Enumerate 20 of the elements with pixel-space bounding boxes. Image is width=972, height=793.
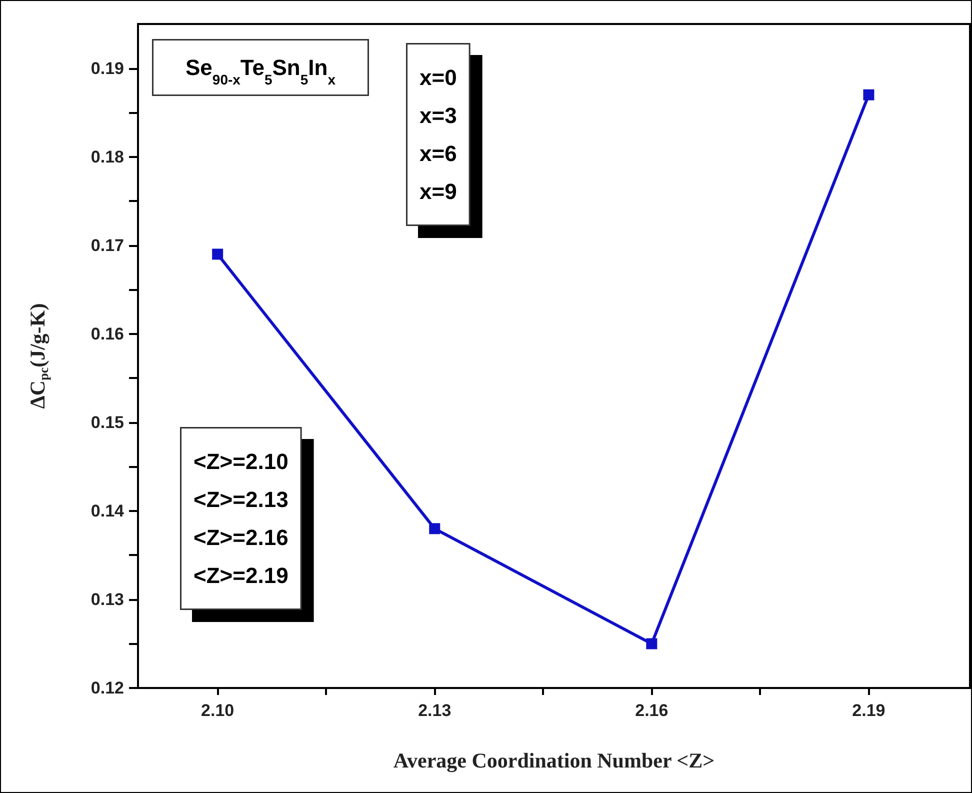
y-tick-label: 0.13 [90, 590, 124, 609]
x-tick-label: 2.13 [418, 701, 452, 720]
y-tick-label: 0.14 [90, 501, 125, 520]
x-tick-label: 2.16 [635, 701, 668, 720]
annotation: <Z>=2.10 <Z>=2.13 <Z>=2.16 <Z>=2.19 [194, 449, 288, 588]
x-axis-title: Average Coordination Number <Z> [393, 748, 715, 772]
point [646, 638, 658, 650]
y-tick-label: 0.17 [90, 236, 124, 255]
y-tick-label: 0.16 [90, 324, 124, 344]
point [429, 523, 440, 534]
y-tick-label: 0.19 [90, 58, 124, 78]
y-tick-label: 0.18 [90, 147, 124, 166]
point [212, 248, 224, 260]
point [863, 89, 874, 100]
y-tick-label: 0.15 [90, 412, 124, 432]
x-tick-label: 2.19 [852, 701, 886, 720]
x-tick-label: 2.10 [201, 701, 234, 720]
y-axis-title: ΔCpc(J/g-K) [26, 303, 51, 409]
annotation: x=0 x=3 x=6 x=9 [420, 65, 457, 204]
y-tick-label: 0.12 [90, 678, 124, 698]
